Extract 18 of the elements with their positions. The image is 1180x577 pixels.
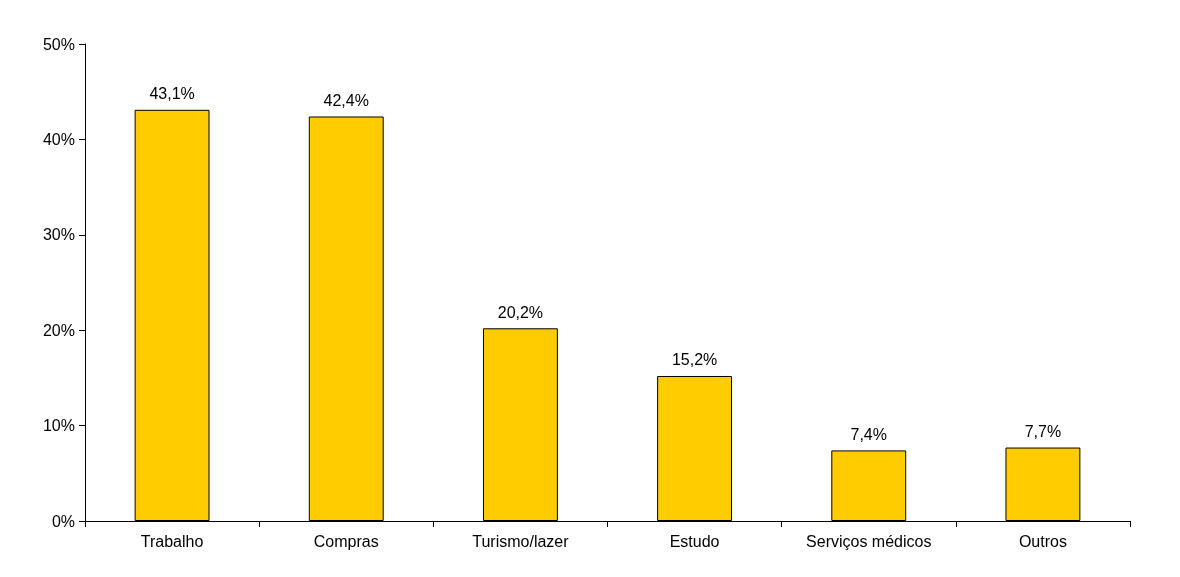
x-tick-label: Turismo/lazer <box>472 532 570 550</box>
data-label: 7,7% <box>1024 423 1062 441</box>
y-tick-label: 40% <box>42 130 75 148</box>
y-tick-label: 20% <box>42 321 75 339</box>
data-label: 43,1% <box>149 85 195 103</box>
x-tick-label: Serviços médicos <box>806 532 932 550</box>
y-tick-label: 0% <box>51 512 75 530</box>
y-tick-label: 30% <box>42 226 75 244</box>
x-tick-label: Outros <box>1018 532 1067 550</box>
data-label: 15,2% <box>671 351 718 369</box>
data-label: 7,4% <box>850 425 887 443</box>
x-tick-label: Estudo <box>669 532 720 550</box>
data-label: 20,2% <box>497 303 544 321</box>
x-tick-label: Trabalho <box>140 532 204 550</box>
x-tick-label: Compras <box>313 532 379 550</box>
y-tick-label: 50% <box>42 35 75 53</box>
data-label: 42,4% <box>323 92 369 109</box>
y-tick-label: 10% <box>42 417 75 435</box>
